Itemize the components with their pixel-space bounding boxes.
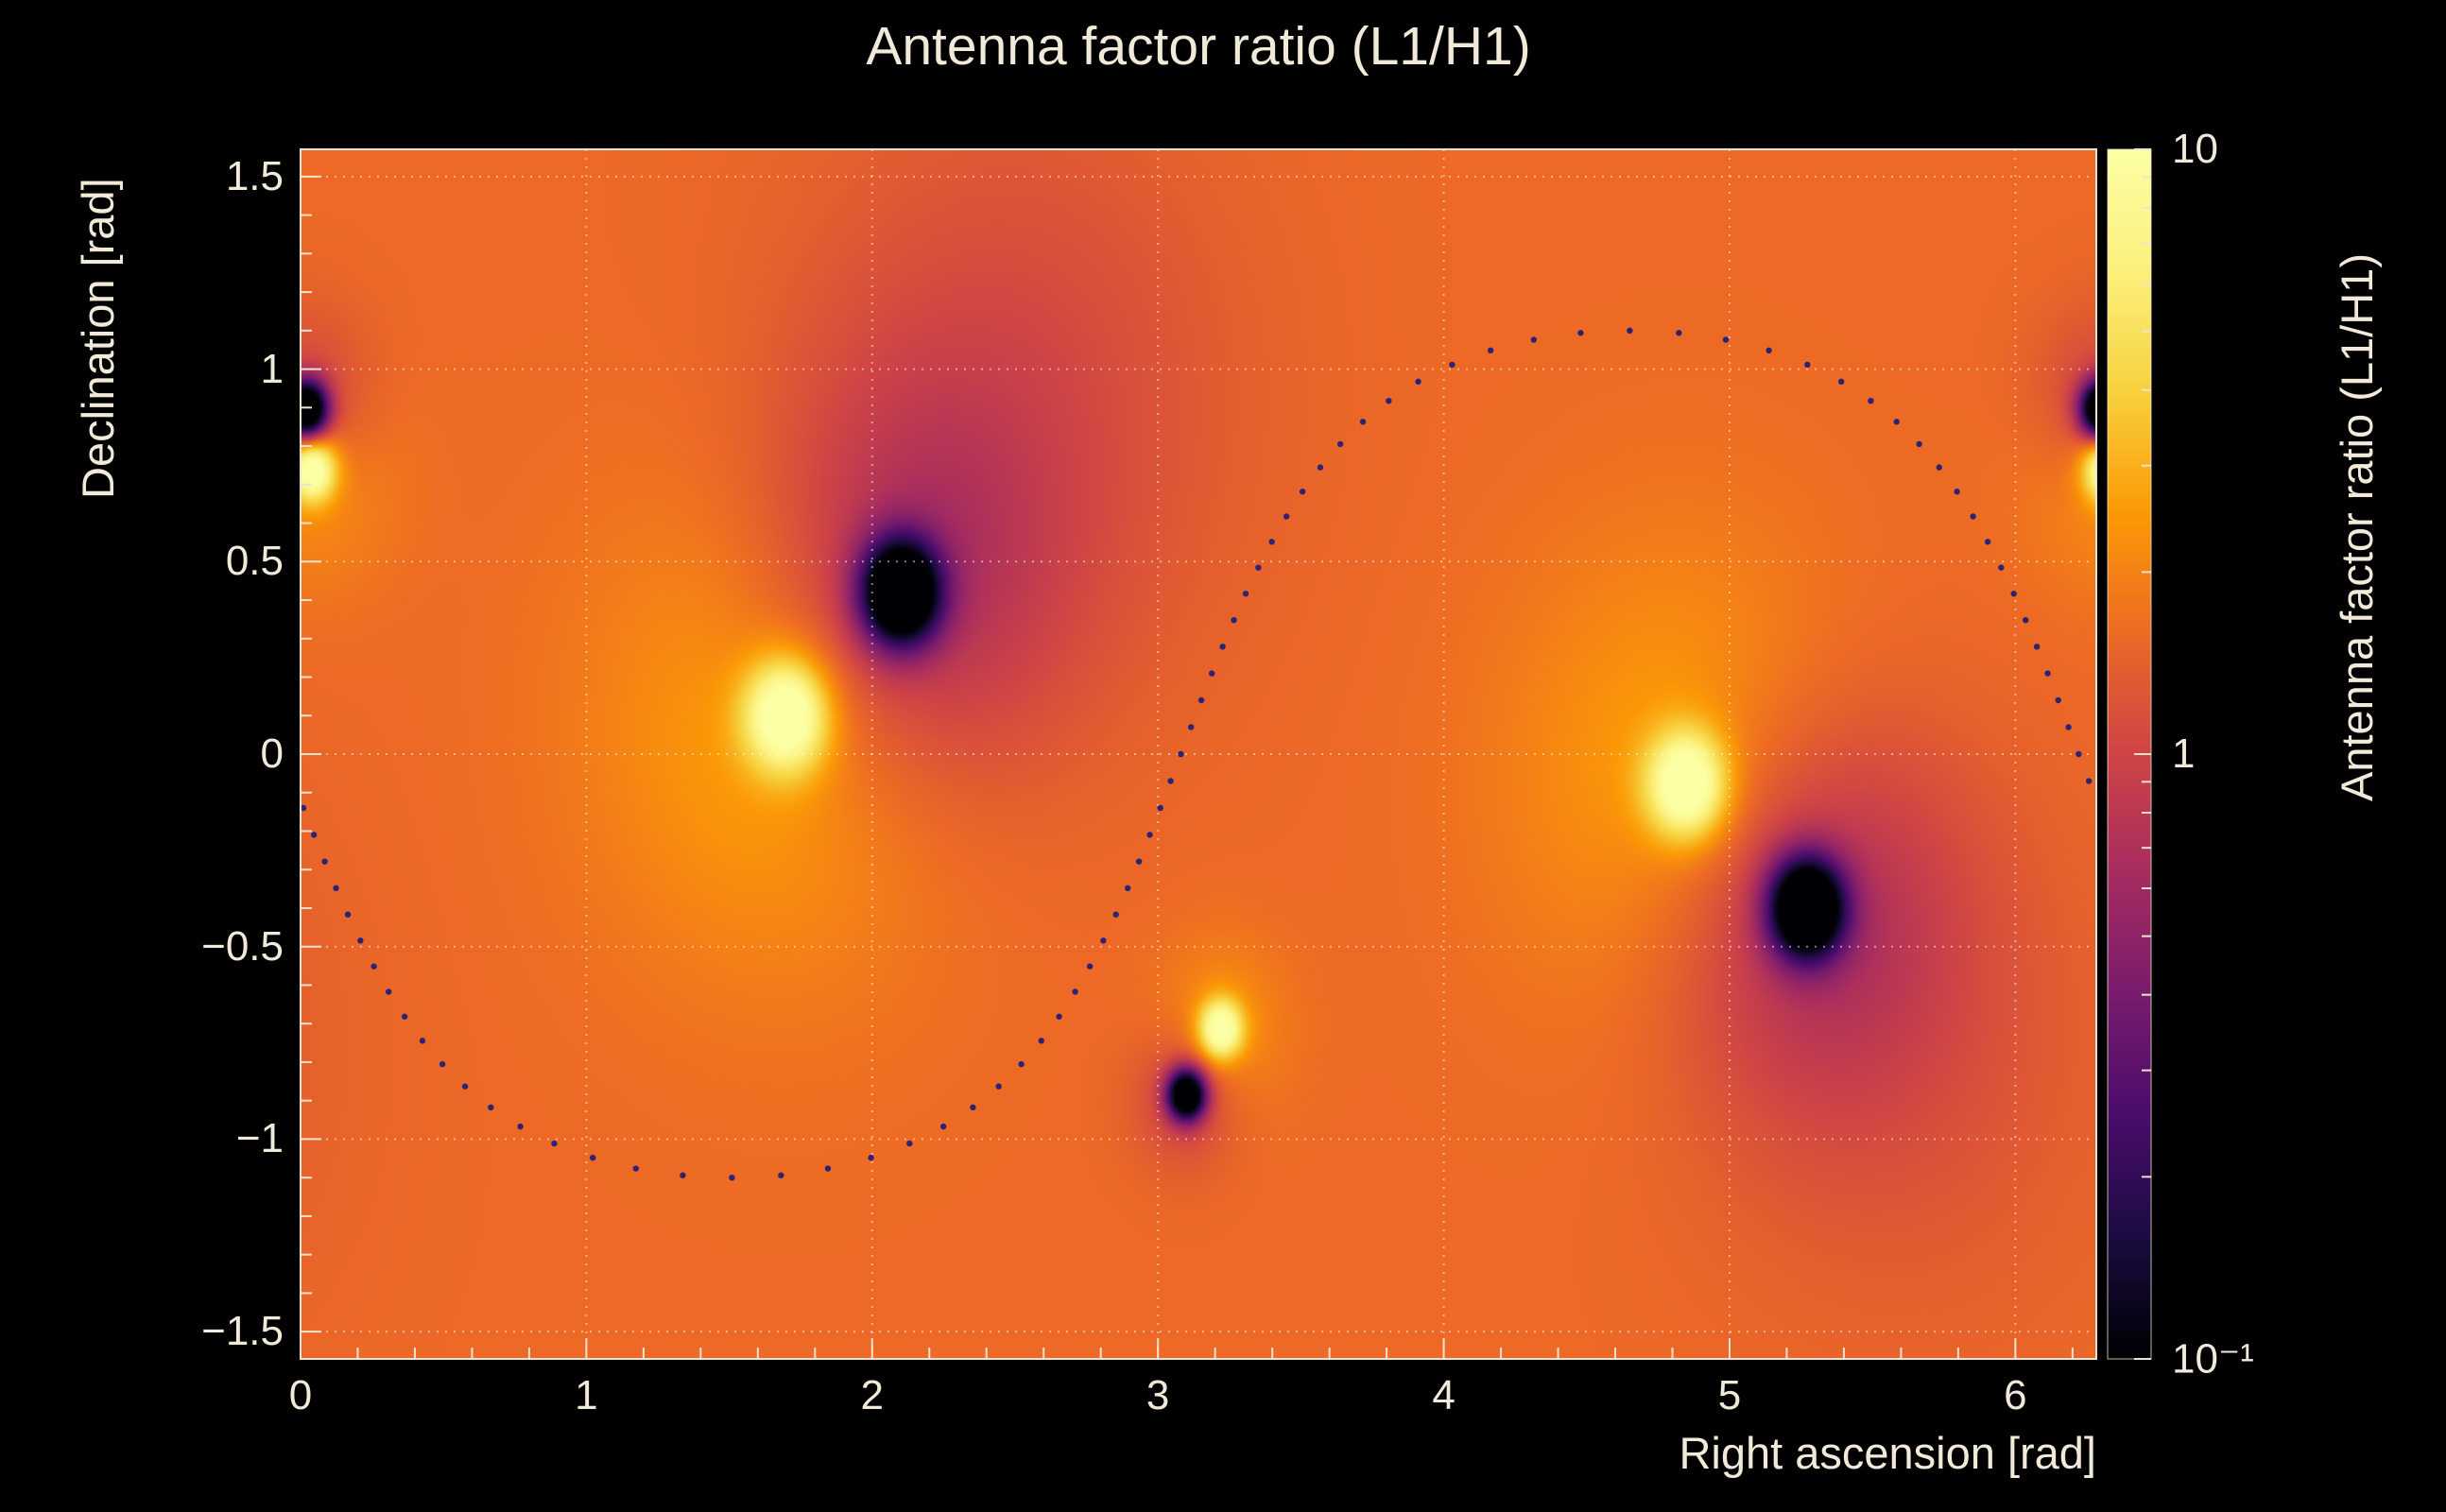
- x-tick-label-6: 6: [2004, 1372, 2027, 1418]
- x-tick-label-2: 2: [860, 1372, 885, 1418]
- colorbar-tick-label-1: 1: [2172, 730, 2196, 777]
- chart-title: Antenna factor ratio (L1/H1): [866, 16, 1531, 77]
- colorbar-tick-label-0: 10: [2172, 126, 2218, 172]
- colorbar-axis-title: Antenna factor ratio (L1/H1): [2332, 253, 2382, 801]
- y-tick-label-4: −0.5: [201, 922, 284, 970]
- x-axis-title: Right ascension [rad]: [1679, 1428, 2096, 1478]
- x-tick-label-5: 5: [1717, 1372, 1742, 1418]
- x-tick-label-0: 0: [288, 1372, 313, 1418]
- x-tick-label-1: 1: [575, 1372, 598, 1418]
- plot-overlay-grid-and-curve: [301, 149, 2096, 1359]
- colorbar-tick-label-2: 10⁻¹: [2172, 1335, 2254, 1383]
- y-tick-label-6: −1.5: [201, 1308, 284, 1355]
- y-axis-title: Declination [rad]: [73, 178, 123, 499]
- y-tick-label-0: 1.5: [225, 152, 284, 199]
- y-tick-label-5: −1: [235, 1115, 284, 1162]
- y-tick-label-2: 0.5: [225, 538, 284, 585]
- x-tick-label-3: 3: [1145, 1372, 1170, 1418]
- x-tick-label-4: 4: [1432, 1372, 1456, 1418]
- y-tick-label-1: 1: [260, 345, 284, 392]
- y-tick-label-3: 0: [260, 730, 284, 777]
- colorbar-gradient: [2108, 149, 2151, 1359]
